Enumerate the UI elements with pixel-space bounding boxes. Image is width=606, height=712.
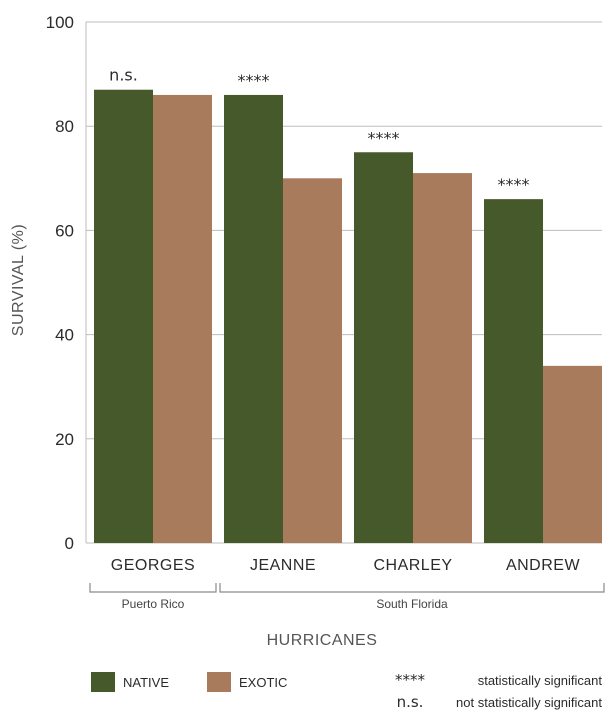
- x-tick-label: GEORGES: [111, 557, 195, 574]
- bar-exotic-georges: [153, 94, 212, 543]
- y-tick-label: 40: [55, 326, 74, 345]
- group-label: Puerto Rico: [122, 597, 185, 611]
- significance-label: n.s.: [109, 66, 138, 85]
- x-tick-label: CHARLEY: [373, 557, 452, 574]
- y-tick-label: 100: [46, 13, 74, 32]
- bar-exotic-charley: [413, 173, 472, 543]
- bar-exotic-jeanne: [283, 178, 342, 544]
- y-tick-label: 0: [65, 534, 74, 553]
- x-axis-title: HURRICANES: [267, 632, 378, 649]
- significance-label: ****: [498, 175, 530, 194]
- bar-native-charley: [354, 152, 413, 543]
- bar-native-andrew: [484, 199, 543, 543]
- y-tick-label: 60: [55, 221, 74, 240]
- x-tick-label: ANDREW: [506, 557, 581, 574]
- legend-swatch-exotic: [207, 672, 231, 692]
- group-bracket: [219, 583, 605, 593]
- y-tick-label: 80: [55, 117, 74, 136]
- significance-key-symbol: ****: [395, 671, 426, 689]
- y-axis-title: SURVIVAL (%): [10, 224, 27, 336]
- significance-label: ****: [368, 128, 400, 147]
- y-tick-label: 20: [55, 430, 74, 449]
- significance-label: ****: [238, 71, 270, 90]
- legend-swatch-native: [91, 672, 115, 692]
- bar-native-georges: [94, 89, 153, 543]
- bar-native-jeanne: [224, 94, 283, 543]
- legend-label: NATIVE: [123, 675, 169, 690]
- group-label: South Florida: [376, 597, 448, 611]
- group-bracket: [89, 583, 217, 593]
- legend-label: EXOTIC: [239, 675, 287, 690]
- bar-exotic-andrew: [543, 365, 602, 543]
- x-tick-label: JEANNE: [250, 557, 316, 574]
- significance-key-text: not statistically significant: [456, 695, 602, 710]
- significance-key-text: statistically significant: [478, 673, 603, 688]
- significance-key-symbol: n.s.: [397, 693, 424, 711]
